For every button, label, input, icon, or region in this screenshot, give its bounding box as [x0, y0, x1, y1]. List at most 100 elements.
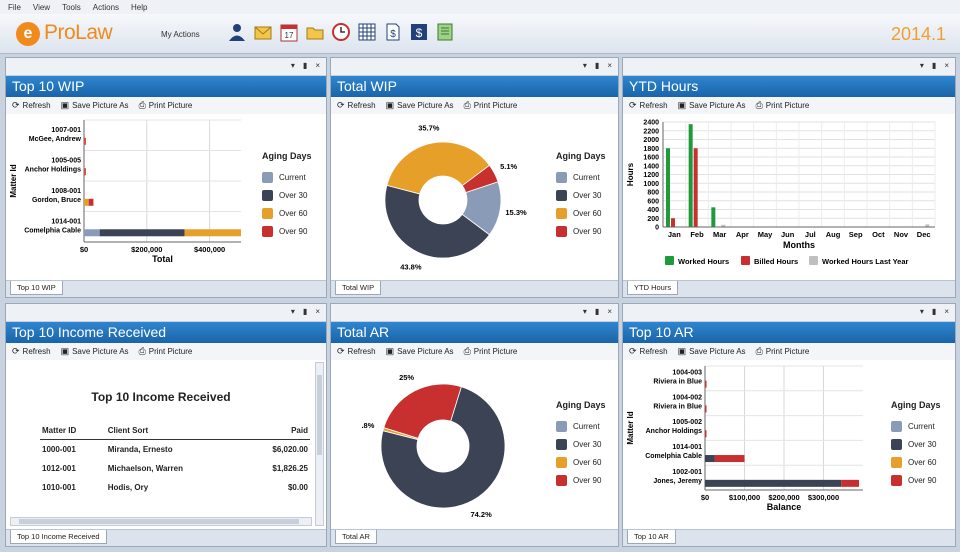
scrollbar-thumb[interactable]	[19, 519, 299, 524]
bar-segment	[705, 380, 707, 388]
print-picture-button[interactable]: ⎙ Print Picture	[463, 346, 518, 356]
legend-item: Current	[891, 417, 941, 435]
close-icon[interactable]: ×	[315, 61, 320, 70]
print-picture-button[interactable]: ⎙ Print Picture	[463, 100, 518, 110]
grid-icon[interactable]	[356, 21, 378, 43]
table-row[interactable]: 1012-001 Michaelson, Warren $1,826.25	[42, 464, 308, 473]
refresh-button[interactable]: ⟳ Refresh	[337, 100, 376, 110]
table-row[interactable]: 1000-001 Miranda, Ernesto $6,020.00	[42, 445, 308, 454]
bar-segment	[841, 479, 860, 487]
panel-title: Total WIP	[331, 76, 618, 97]
my-actions-button[interactable]: My Actions	[161, 30, 200, 39]
clock-icon[interactable]	[330, 21, 352, 43]
close-icon[interactable]: ×	[944, 307, 949, 316]
y-tick-label: 2200	[643, 128, 659, 135]
panel-header-strip: ▾ ▮ ×	[331, 58, 618, 76]
bar	[688, 124, 693, 227]
pin-icon[interactable]: ▮	[594, 307, 600, 316]
pin-icon[interactable]: ▮	[931, 307, 937, 316]
save-picture-button[interactable]: ▣ Save Picture As	[60, 100, 129, 110]
tab-ytd-hours[interactable]: YTD Hours	[627, 281, 679, 295]
tab-top10-wip[interactable]: Top 10 WIP	[10, 281, 63, 295]
column-header[interactable]: Matter ID	[40, 422, 106, 440]
legend-item: Over 90	[262, 222, 312, 240]
dropdown-icon[interactable]: ▾	[582, 307, 587, 316]
y-axis-title: Matter Id	[626, 411, 635, 444]
y-tick-label: Comelphia Cable	[645, 453, 702, 460]
dropdown-icon[interactable]: ▾	[290, 307, 295, 316]
panel-ytd-hours: ▾ ▮ × YTD Hours ⟳ Refresh ▣ Save Picture As …	[622, 57, 956, 298]
refresh-button[interactable]: ⟳ Refresh	[629, 346, 668, 356]
dropdown-icon[interactable]: ▾	[582, 61, 587, 70]
bar-segment	[705, 479, 842, 487]
person-icon[interactable]	[226, 21, 248, 43]
refresh-button[interactable]: ⟳ Refresh	[337, 346, 376, 356]
mail-icon[interactable]	[252, 21, 274, 43]
calendar-icon[interactable]: 17	[278, 21, 300, 43]
y-tick-label: 1004-002	[672, 394, 702, 401]
x-tick-label: Jan	[668, 230, 681, 239]
save-picture-button[interactable]: ▣ Save Picture As	[677, 346, 746, 356]
tab-total-ar[interactable]: Total AR	[335, 530, 377, 544]
data-label: 43.8%	[400, 263, 422, 272]
legend-item: Over 60	[262, 204, 312, 222]
refresh-button[interactable]: ⟳ Refresh	[629, 100, 668, 110]
svg-text:17: 17	[285, 31, 294, 40]
refresh-button[interactable]: ⟳ Refresh	[12, 346, 51, 356]
close-icon[interactable]: ×	[607, 61, 612, 70]
panel-top10-wip: ▾ ▮ × Top 10 WIP ⟳ Refresh ▣ Save Picture As…	[5, 57, 327, 298]
data-label: 15.3%	[505, 208, 527, 217]
notebook-icon[interactable]	[434, 21, 456, 43]
legend-item: Over 30	[556, 435, 606, 453]
folder-icon[interactable]	[304, 21, 326, 43]
tab-strip	[6, 280, 326, 297]
save-picture-button[interactable]: ▣ Save Picture As	[677, 100, 746, 110]
pin-icon[interactable]: ▮	[594, 61, 600, 70]
horizontal-scrollbar[interactable]	[10, 517, 312, 526]
table-row[interactable]: 1010-001 Hodis, Ory $0.00	[42, 483, 308, 492]
svg-text:$: $	[390, 29, 396, 40]
close-icon[interactable]: ×	[607, 307, 612, 316]
print-icon: ⎙	[755, 346, 763, 356]
menu-view[interactable]: View	[32, 2, 51, 12]
menu-actions[interactable]: Actions	[92, 2, 120, 12]
x-axis-title: Balance	[767, 502, 802, 512]
close-icon[interactable]: ×	[315, 307, 320, 316]
donut-slice	[380, 386, 506, 509]
pin-icon[interactable]: ▮	[302, 307, 308, 316]
pin-icon[interactable]: ▮	[302, 61, 308, 70]
refresh-icon: ⟳	[629, 100, 637, 110]
close-icon[interactable]: ×	[944, 61, 949, 70]
menu-tools[interactable]: Tools	[62, 2, 81, 12]
column-header[interactable]: Paid	[241, 422, 310, 440]
save-picture-button[interactable]: ▣ Save Picture As	[60, 346, 129, 356]
scrollbar-thumb[interactable]	[317, 375, 322, 455]
save-picture-button[interactable]: ▣ Save Picture As	[385, 346, 454, 356]
y-tick-label: 1800	[643, 146, 659, 153]
vertical-scrollbar[interactable]	[315, 362, 324, 526]
print-picture-button[interactable]: ⎙ Print Picture	[138, 100, 193, 110]
print-picture-button[interactable]: ⎙ Print Picture	[755, 346, 810, 356]
pin-icon[interactable]: ▮	[931, 61, 937, 70]
dollar-doc-icon[interactable]: $	[382, 21, 404, 43]
tab-total-wip[interactable]: Total WIP	[335, 281, 382, 295]
y-tick-label: 1014-001	[51, 218, 81, 225]
menu-help[interactable]: Help	[131, 2, 148, 12]
refresh-button[interactable]: ⟳ Refresh	[12, 100, 51, 110]
print-picture-button[interactable]: ⎙ Print Picture	[755, 100, 810, 110]
menu-file[interactable]: File	[8, 2, 21, 12]
x-tick-label: Jun	[781, 230, 795, 239]
save-picture-button[interactable]: ▣ Save Picture As	[385, 100, 454, 110]
app-name: ProLaw	[44, 21, 113, 44]
donut-slice	[383, 383, 462, 439]
print-picture-button[interactable]: ⎙ Print Picture	[138, 346, 193, 356]
dropdown-icon[interactable]: ▾	[290, 61, 295, 70]
x-axis-title: Months	[783, 240, 815, 250]
dropdown-icon[interactable]: ▾	[919, 61, 924, 70]
tab-top10-ar[interactable]: Top 10 AR	[627, 530, 676, 544]
tab-top10-income[interactable]: Top 10 Income Received	[10, 530, 107, 544]
dropdown-icon[interactable]: ▾	[919, 307, 924, 316]
y-tick-label: Gordon, Bruce	[32, 197, 81, 204]
dollar-icon[interactable]: $	[408, 21, 430, 43]
column-header[interactable]: Client Sort	[105, 422, 242, 440]
